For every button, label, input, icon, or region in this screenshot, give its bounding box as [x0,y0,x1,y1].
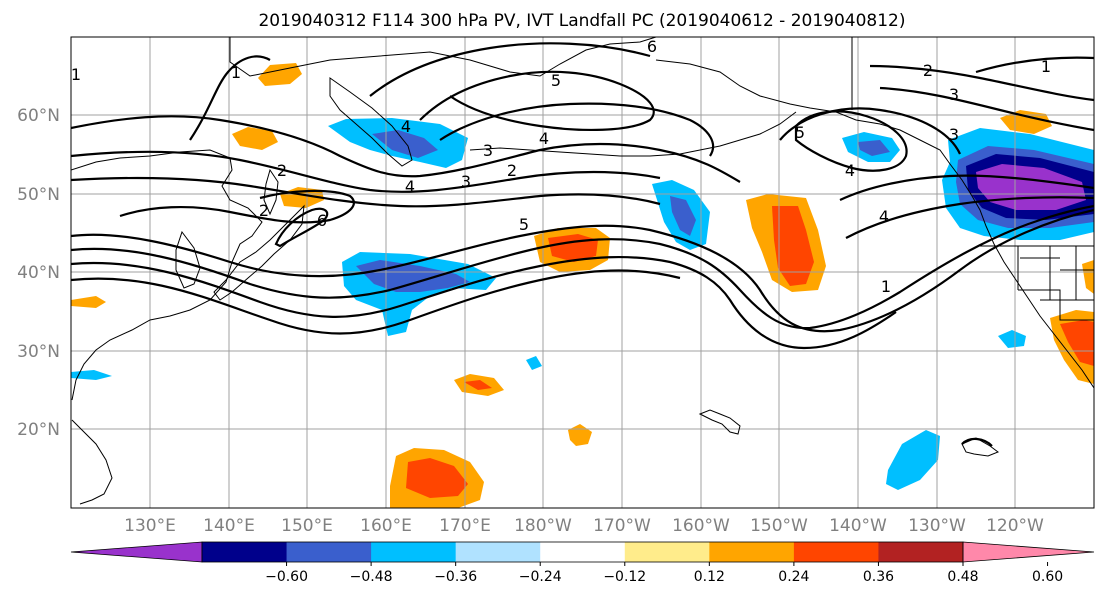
colorbar-tick-label: 0.24 [778,569,809,585]
lon-label: 170°W [593,516,651,536]
contour-label: 5 [551,71,561,90]
colorbar-segment [625,542,710,562]
contour-label: 4 [405,177,415,196]
lon-label: 130°E [124,516,176,536]
colorbar-segment [287,542,372,562]
contour-label: 3 [949,125,959,144]
lon-label: 140°W [829,516,887,536]
colorbar-segment [456,542,541,562]
colorbar-segment [878,542,963,562]
lat-label: 30°N [17,342,60,362]
colorbar: −0.60 −0.48 −0.36 −0.24 −0.12 0.12 0.24 0.36 0.4… [71,542,1094,585]
colorbar-arrow-left [71,542,202,562]
colorbar-segment [371,542,456,562]
longitude-labels: 130°E 140°E 150°E 160°E 170°E 180°W 170°… [124,516,1044,536]
contour-label: 1 [71,65,81,84]
contour-label: 4 [879,207,889,226]
contour-label: 3 [461,172,471,191]
contour-label: 1 [231,63,241,82]
colorbar-tick-label: −0.24 [519,569,562,585]
colorbar-arrow-right [963,542,1094,562]
lon-label: 120°W [986,516,1044,536]
lat-label: 60°N [17,106,60,126]
contour-label: 4 [845,161,855,180]
contour-label: 5 [519,215,529,234]
contour-label: 4 [401,117,411,136]
contour-label: 1 [1041,57,1051,76]
lon-label: 170°E [439,516,491,536]
colorbar-tick-label: −0.36 [434,569,477,585]
contour-label: 4 [539,129,549,148]
lon-label: 160°E [360,516,412,536]
lat-label: 20°N [17,420,60,440]
contour-label: 3 [949,85,959,104]
colorbar-segment [794,542,879,562]
map-title: 2019040312 F114 300 hPa PV, IVT Landfall… [258,11,905,31]
colorbar-segment [709,542,794,562]
latitude-labels: 60°N 50°N 40°N 30°N 20°N [17,106,60,440]
lon-label: 140°E [203,516,255,536]
contour-label: 2 [277,161,287,180]
colorbar-tick-label: 0.12 [694,569,725,585]
contour-label: 6 [317,211,327,230]
colorbar-tick-label: 0.48 [947,569,978,585]
colorbar-tick-label: −0.12 [603,569,646,585]
lat-label: 40°N [17,263,60,283]
colorbar-tick-label: −0.60 [265,569,308,585]
contour-label: 6 [647,37,657,56]
colorbar-tick-label: 0.36 [863,569,894,585]
lon-label: 150°W [750,516,808,536]
colorbar-segment [202,542,287,562]
colorbar-tick-label: 0.60 [1032,569,1063,585]
contour-label: 5 [795,123,805,142]
lon-label: 150°E [281,516,333,536]
lon-label: 130°W [908,516,966,536]
colorbar-tick-label: −0.48 [350,569,393,585]
contour-label: 2 [923,61,933,80]
lon-label: 180°W [514,516,572,536]
contour-label: 1 [881,277,891,296]
lon-label: 160°W [672,516,730,536]
colorbar-segment [540,542,625,562]
contour-label: 2 [259,201,269,220]
contour-label: 2 [507,161,517,180]
lat-label: 50°N [17,185,60,205]
contour-label: 3 [483,141,493,160]
